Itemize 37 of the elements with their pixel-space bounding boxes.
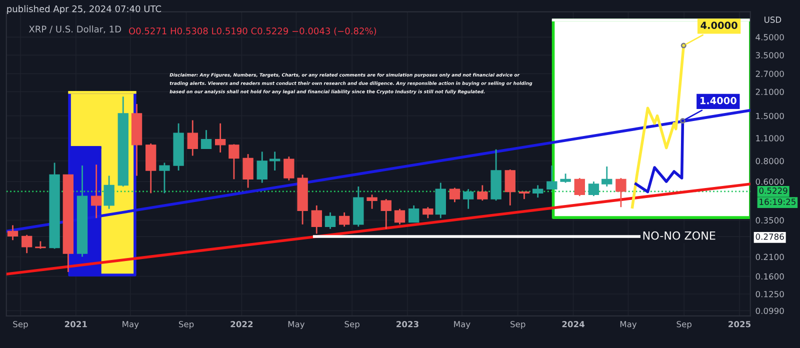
text: O0.5271 H0.5308 L0.5190 C0.5229 −0.0043 (−0.82%)	[128, 27, 376, 36]
x-tick-label: 2024	[562, 320, 584, 328]
y-tick-label: 1.1000	[756, 135, 784, 142]
x-tick-label: Sep	[178, 320, 194, 329]
y-tick-label: 3.5000	[756, 52, 784, 58]
x-tick-label: May	[620, 321, 637, 329]
y-tick-label: 2.7000	[756, 70, 784, 77]
y-tick-label: 0.2100	[756, 254, 784, 260]
y-tick-label: 0.3500	[756, 217, 784, 224]
ref-line-label: 0.5229	[759, 188, 788, 194]
x-tick-label: May	[122, 321, 139, 329]
y-tick-label: 0.1600	[756, 273, 784, 280]
x-tick-label: 2022	[230, 320, 253, 328]
x-tick-label: 2023	[396, 320, 418, 328]
y-tick-label: 4.5000	[756, 34, 784, 40]
x-tick-label: Sep	[676, 320, 692, 329]
y-tick-label: 0.1250	[756, 290, 784, 298]
annotation: 1.4000	[700, 96, 736, 104]
y-tick-label: 0.6000	[756, 178, 784, 185]
y-axis-title: USD	[764, 16, 782, 23]
text: XRP / U.S. Dollar, 1D	[28, 26, 121, 34]
x-tick-label: 2025	[728, 320, 751, 328]
annotation: published Apr 25, 2024 07:40 UTC	[7, 5, 162, 14]
x-tick-label: Sep	[13, 320, 28, 329]
x-tick-label: 2021	[64, 320, 87, 328]
x-tick-label: May	[454, 321, 470, 329]
x-tick-label: May	[288, 321, 305, 329]
x-tick-label: Sep	[344, 320, 360, 329]
y-tick-label: 2.1000	[756, 88, 784, 96]
text: 16:19:25	[760, 198, 796, 205]
y-tick-label: 0.2786	[756, 234, 784, 240]
annotation: NO-NO ZONE	[643, 231, 716, 240]
y-tick-label: 0.0990	[756, 308, 784, 314]
x-tick-label: Sep	[510, 320, 526, 329]
annotation: 4.0000	[700, 22, 738, 29]
y-tick-label: 1.5000	[756, 112, 784, 120]
y-tick-label: 0.8000	[756, 158, 784, 164]
